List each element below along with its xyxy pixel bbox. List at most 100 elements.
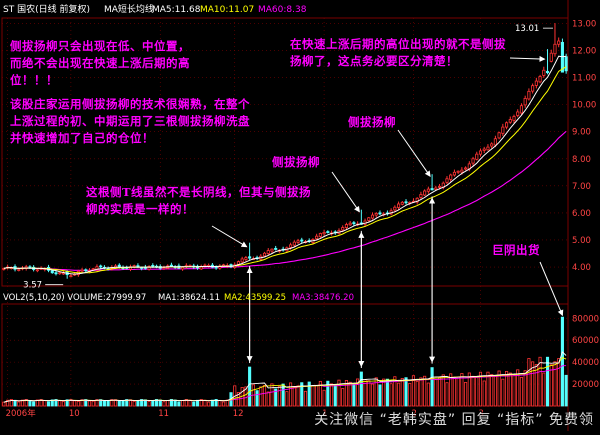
volume-bar	[437, 376, 442, 407]
price-tick-label: 10.00	[572, 101, 596, 111]
volume-bar	[214, 399, 218, 407]
volume-bar	[61, 401, 65, 407]
volume-bar	[54, 399, 58, 407]
candle-body	[348, 222, 352, 226]
volume-bar	[2, 401, 6, 407]
candle-body	[181, 266, 185, 270]
arrow-to-pattern-2	[397, 129, 431, 178]
volume-bar	[58, 400, 62, 407]
candle-body	[58, 272, 62, 275]
volume-bar	[467, 372, 471, 407]
candle-body	[549, 52, 553, 62]
candle-body	[419, 194, 423, 198]
candle-body	[426, 188, 430, 192]
candle-body	[315, 235, 319, 240]
date-tick-label: 11	[158, 409, 169, 419]
volume-bar	[65, 399, 69, 407]
date-tick-label: 12	[233, 409, 244, 419]
candle-body	[244, 257, 248, 260]
volume-bar	[13, 399, 17, 407]
volume-bar	[195, 399, 200, 407]
ma-label: MA短长均线	[104, 3, 154, 15]
vol-ma1-line	[3, 351, 567, 403]
volume-bar	[151, 400, 155, 407]
candle-body	[423, 190, 427, 196]
volume-bar	[6, 399, 10, 407]
volume-bar	[207, 401, 211, 407]
candle-body	[132, 265, 136, 268]
date-tick-label: 1	[322, 409, 327, 419]
volume-bar	[46, 401, 51, 407]
volume-bar	[452, 377, 456, 407]
volume-bar	[404, 377, 408, 407]
volume-bar	[329, 383, 334, 407]
annotation-arrows	[211, 55, 564, 368]
volume-bar	[441, 374, 445, 407]
volume-bar	[84, 399, 88, 407]
candle-body	[69, 275, 73, 278]
volume-bar	[76, 400, 80, 407]
volume-bar	[505, 370, 509, 407]
volume-bar	[493, 375, 497, 407]
candle-body	[415, 197, 419, 203]
candle-body	[289, 244, 293, 248]
volume-bar	[99, 399, 103, 407]
candle-body	[560, 41, 564, 73]
volume-bar	[270, 383, 274, 407]
volume-bar	[140, 399, 144, 407]
annotation-side-t-line: 这根侧T线虽然不是长阴线，但其与侧拔扬柳的实质是一样的！	[86, 185, 312, 216]
annotation-pattern-2: 侧拔扬柳	[348, 115, 396, 129]
volume-bar	[132, 401, 136, 407]
volume-bar	[24, 399, 28, 407]
arrow-to-high-position	[509, 55, 546, 62]
price-tick-label: 11.00	[572, 74, 596, 84]
candle-body	[262, 252, 267, 257]
candle-body	[456, 170, 460, 173]
volume-bar	[549, 364, 553, 407]
volume-bar	[486, 371, 490, 407]
candle-body	[367, 217, 371, 221]
volume-bar	[192, 401, 196, 407]
volume-bar	[121, 400, 125, 407]
candle-body	[162, 267, 166, 269]
candle-body	[214, 266, 218, 269]
candle-body	[188, 265, 192, 267]
volume-bar	[359, 371, 363, 407]
annotation-high-position-warning: 在快速上涨后期的高位出现的就不是侧拔扬柳了，这点务必要区分清楚！	[290, 37, 506, 68]
candle-body	[475, 153, 479, 160]
volume-bar	[296, 385, 300, 407]
candle-body	[464, 167, 468, 170]
candle-body	[553, 43, 557, 55]
ma5-label: MA5:11.68	[152, 5, 201, 15]
candle-body	[274, 247, 278, 250]
volume-bar	[95, 399, 99, 407]
candle-body	[35, 269, 39, 272]
vol-ma2-label: MA2:43599.25	[224, 293, 286, 303]
volume-bar	[497, 370, 501, 407]
volume-bar	[333, 384, 337, 407]
candle-body	[478, 150, 483, 155]
candle-body	[378, 212, 382, 215]
volume-bar	[478, 371, 483, 407]
candle-body	[460, 169, 464, 173]
candle-body	[508, 119, 512, 123]
volume-bars	[2, 316, 568, 407]
volume-bar	[389, 383, 393, 407]
price-tick-label: 4.00	[572, 263, 591, 273]
candle-body	[296, 240, 300, 243]
volume-bar	[564, 374, 568, 407]
candle-body	[54, 272, 58, 275]
candle-body	[497, 132, 501, 139]
volume-bar	[385, 378, 389, 407]
volume-bar	[303, 390, 308, 407]
volume-bar	[9, 399, 13, 407]
candle-body	[370, 214, 375, 219]
volume-bar	[482, 380, 486, 407]
volume-bar	[538, 356, 542, 407]
candle-body	[493, 138, 497, 146]
axis-labels: 4.00 5.00 6.00 7.00 8.00 9.00 10.00 11.00 12.00 1…	[6, 19, 599, 419]
volume-bar	[557, 358, 561, 407]
candle-body	[482, 148, 486, 151]
candle-body	[404, 201, 408, 204]
